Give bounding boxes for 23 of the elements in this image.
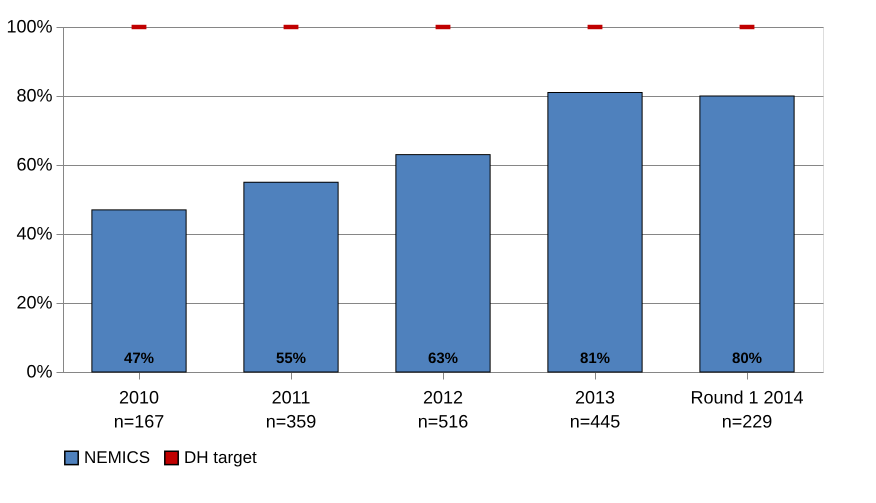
y-tick-label: 100% <box>6 16 52 36</box>
x-tick-label: 2011 n=359 <box>266 388 316 432</box>
x-tick-label: 2012 n=516 <box>418 388 468 432</box>
y-tick-label: 0% <box>26 362 52 382</box>
bar <box>91 209 187 372</box>
text: 80% <box>732 350 762 367</box>
y-tick-label: 40% <box>16 224 52 244</box>
bar <box>243 182 339 372</box>
legend-label: DH target <box>184 448 258 467</box>
legend-label: NEMICS <box>84 448 150 467</box>
text: 81% <box>580 350 610 367</box>
bar <box>547 92 643 372</box>
x-tick-label: Round 1 2014 n=229 <box>690 388 804 432</box>
text: 63% <box>428 350 458 367</box>
y-tick-label: 20% <box>16 292 52 312</box>
x-tick-label: 2010 n=167 <box>114 388 164 432</box>
bar <box>699 96 795 372</box>
y-tick-label: 80% <box>16 86 52 106</box>
y-tick-label: 60% <box>16 154 52 174</box>
text: 55% <box>276 350 306 367</box>
x-tick-label: 2013 n=445 <box>570 388 620 432</box>
text: 47% <box>124 350 154 367</box>
bar <box>395 154 491 372</box>
